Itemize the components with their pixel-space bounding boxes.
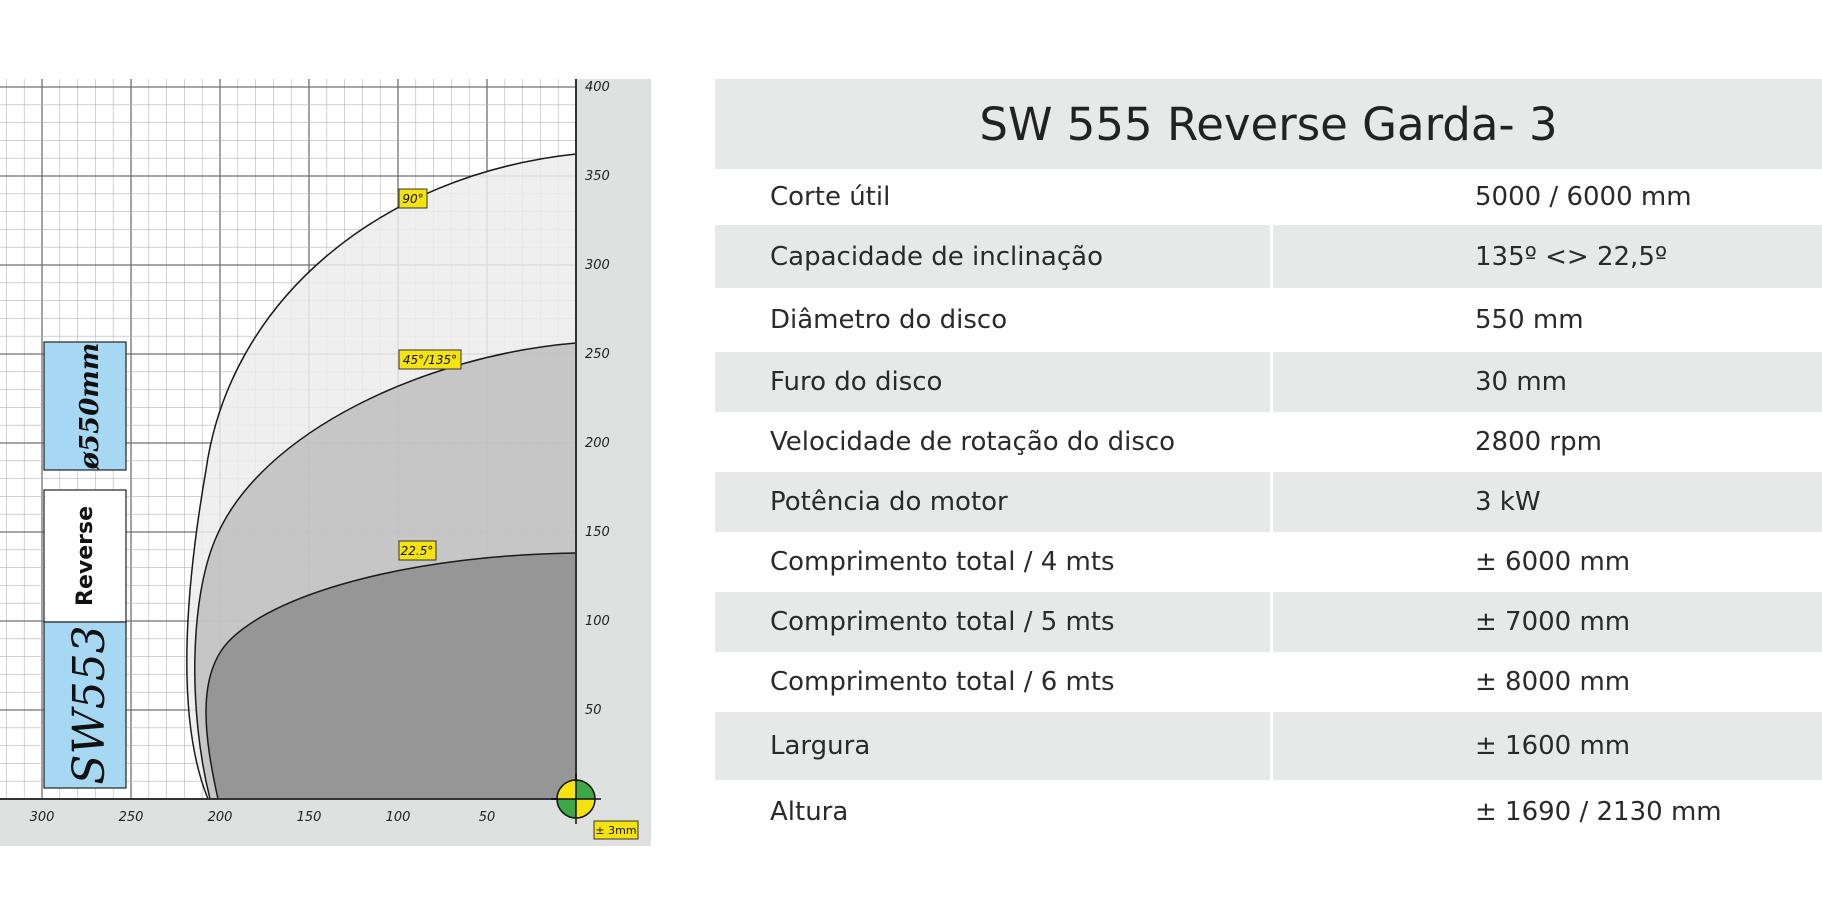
- angle-tag-45-135: 45°/135°: [398, 349, 462, 370]
- spec-title: SW 555 Reverse Garda- 3: [715, 79, 1822, 169]
- spec-row: Comprimento total / 6 mts ± 8000 mm: [715, 652, 1822, 712]
- spec-label: Corte útil: [770, 182, 891, 212]
- column-divider: [1270, 592, 1273, 652]
- spec-value: 30 mm: [1475, 367, 1568, 397]
- model-label: SW553: [64, 625, 115, 784]
- diameter-label: ø550mm: [75, 343, 105, 471]
- y-tick-label: 50: [585, 703, 602, 718]
- spec-row: Comprimento total / 5 mts ± 7000 mm: [715, 592, 1822, 652]
- spec-row: Corte útil 5000 / 6000 mm: [715, 169, 1822, 225]
- angle-tag-90-text: 90°: [402, 192, 423, 206]
- spec-row: Altura ± 1690 / 2130 mm: [715, 780, 1822, 844]
- spec-label: Largura: [770, 731, 871, 761]
- mode-box: Reverse: [43, 489, 127, 623]
- angle-tag-45-135-text: 45°/135°: [403, 353, 457, 367]
- spec-rows: Corte útil 5000 / 6000 mm Capacidade de in…: [715, 169, 1822, 844]
- spec-value: ± 1600 mm: [1475, 731, 1631, 761]
- x-tick-label: 250: [119, 810, 144, 825]
- spec-row: Largura ± 1600 mm: [715, 712, 1822, 780]
- y-tick-label: 300: [585, 258, 610, 273]
- spec-table: SW 555 Reverse Garda- 3 Corte útil 5000 /…: [715, 79, 1822, 844]
- spec-label: Capacidade de inclinação: [770, 241, 1103, 272]
- spec-label: Velocidade de rotação do disco: [770, 427, 1176, 457]
- spec-value: ± 1690 / 2130 mm: [1475, 797, 1722, 827]
- diameter-box: ø550mm: [43, 341, 127, 471]
- x-tick-label: 100: [386, 810, 411, 825]
- x-tick-label: 300: [30, 810, 55, 825]
- spec-row: Furo do disco 30 mm: [715, 352, 1822, 412]
- spec-label: Comprimento total / 5 mts: [770, 607, 1115, 637]
- column-divider: [1270, 225, 1273, 288]
- spec-label: Comprimento total / 4 mts: [770, 547, 1115, 577]
- spec-value: ± 6000 mm: [1475, 547, 1631, 577]
- x-tick-label: 50: [479, 810, 496, 825]
- spec-value: 5000 / 6000 mm: [1475, 182, 1692, 212]
- column-divider: [1270, 472, 1273, 532]
- y-tick-label: 250: [585, 347, 610, 362]
- spec-value: 2800 rpm: [1475, 427, 1602, 457]
- x-tick-labels: 300 250 200 150 100 50: [30, 810, 496, 825]
- angle-tag-90: 90°: [398, 188, 428, 209]
- y-tick-label: 350: [585, 169, 610, 184]
- spec-label: Altura: [770, 797, 849, 827]
- spec-label: Diâmetro do disco: [770, 305, 1008, 335]
- spec-label: Furo do disco: [770, 367, 943, 397]
- mode-label: Reverse: [73, 506, 98, 606]
- y-tick-label: 400: [585, 80, 610, 95]
- y-tick-labels: 400 350 300 250 200 150 100 50: [585, 80, 610, 718]
- angle-tag-22-5: 22.5°: [398, 540, 437, 561]
- y-tick-label: 100: [585, 614, 610, 629]
- curve-22-5: [205, 552, 577, 800]
- spec-row: Capacidade de inclinação 135º <> 22,5º: [715, 225, 1822, 288]
- crosshair-target-icon: [551, 774, 601, 824]
- spec-value: ± 7000 mm: [1475, 607, 1631, 637]
- spec-row: Potência do motor 3 kW: [715, 472, 1822, 532]
- column-divider: [1270, 712, 1273, 780]
- angle-tag-22-5-text: 22.5°: [401, 544, 434, 558]
- spec-value: 3 kW: [1475, 487, 1541, 517]
- y-tick-label: 200: [585, 436, 610, 451]
- spec-label: Comprimento total / 6 mts: [770, 667, 1115, 697]
- spec-value: ± 8000 mm: [1475, 667, 1631, 697]
- spec-label: Potência do motor: [770, 487, 1008, 517]
- spec-row: Diâmetro do disco 550 mm: [715, 288, 1822, 352]
- x-tick-label: 150: [297, 810, 322, 825]
- x-tick-label: 200: [208, 810, 233, 825]
- spec-value: 550 mm: [1475, 305, 1584, 335]
- spec-row: Comprimento total / 4 mts ± 6000 mm: [715, 532, 1822, 592]
- model-box: SW553: [43, 621, 127, 789]
- cutting-capacity-diagram: 400 350 300 250 200 150 100 50 300 250 200 150 100 5…: [0, 79, 651, 846]
- y-tick-label: 150: [585, 525, 610, 540]
- tolerance-badge: ± 3mm: [593, 820, 639, 840]
- spec-value: 135º <> 22,5º: [1475, 241, 1668, 272]
- tolerance-label: ± 3mm: [595, 824, 636, 837]
- spec-row: Velocidade de rotação do disco 2800 rpm: [715, 412, 1822, 472]
- column-divider: [1270, 352, 1273, 412]
